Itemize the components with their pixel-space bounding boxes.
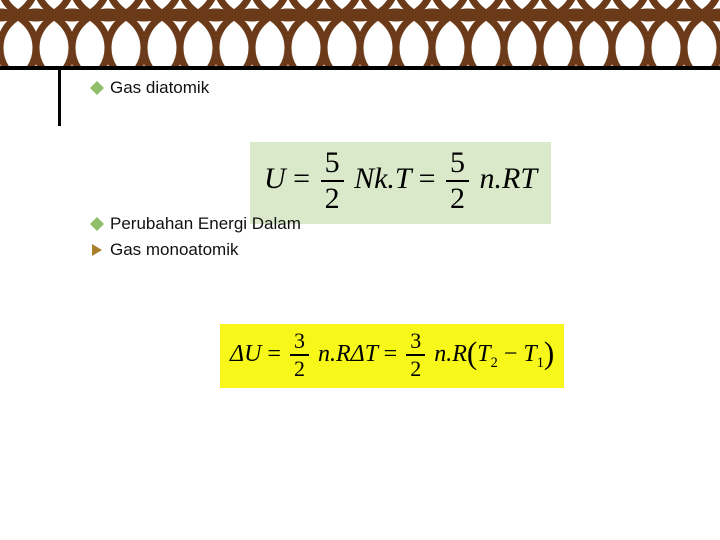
eq1-t: .T xyxy=(387,162,411,195)
bullet-label: Gas diatomik xyxy=(110,78,209,98)
eq2-minus: − xyxy=(498,341,524,367)
slide-content: Gas diatomik U = 5 2 Nk.T = 5 2 n.RT Per… xyxy=(90,78,680,388)
eq2-t1-sub: 1 xyxy=(537,354,544,370)
equation-delta-u-monoatomic: ΔU = 3 2 n.RΔT = 3 2 n.R(T2 − T1) xyxy=(220,324,564,388)
eq2-nrdt: n.RΔT xyxy=(318,341,378,367)
horizontal-rule xyxy=(0,66,720,70)
equation-internal-energy-diatomic: U = 5 2 Nk.T = 5 2 n.RT xyxy=(250,142,551,224)
eq1-nk: Nk xyxy=(354,162,387,195)
eq1-n: n xyxy=(480,162,495,195)
eq1-lhs: U xyxy=(264,162,286,195)
diamond-bullet-icon xyxy=(90,81,104,95)
eq2-fraction-1: 3 2 xyxy=(290,330,309,380)
diamond-bullet-icon xyxy=(90,217,104,231)
eq2-fraction-2: 3 2 xyxy=(406,330,425,380)
eq1-fraction-1: 5 2 xyxy=(321,148,344,214)
decorative-pattern xyxy=(0,0,720,66)
eq1-fraction-2: 5 2 xyxy=(446,148,469,214)
bullet-label: Perubahan Energi Dalam xyxy=(110,214,301,234)
bullet-gas-monoatomik: Gas monoatomik xyxy=(90,240,680,260)
arrow-bullet-icon xyxy=(90,243,104,257)
eq1-rt: .RT xyxy=(495,162,538,195)
bullet-gas-diatomik: Gas diatomik xyxy=(90,78,680,98)
eq2-nr: n.R xyxy=(434,341,467,367)
eq2-t2-sub: 2 xyxy=(491,354,498,370)
bullet-label: Gas monoatomik xyxy=(110,240,239,260)
vertical-accent-bar xyxy=(58,70,61,126)
eq2-t1: T xyxy=(523,341,536,367)
eq2-t2: T xyxy=(477,341,490,367)
eq2-lhs: ΔU xyxy=(230,341,261,367)
